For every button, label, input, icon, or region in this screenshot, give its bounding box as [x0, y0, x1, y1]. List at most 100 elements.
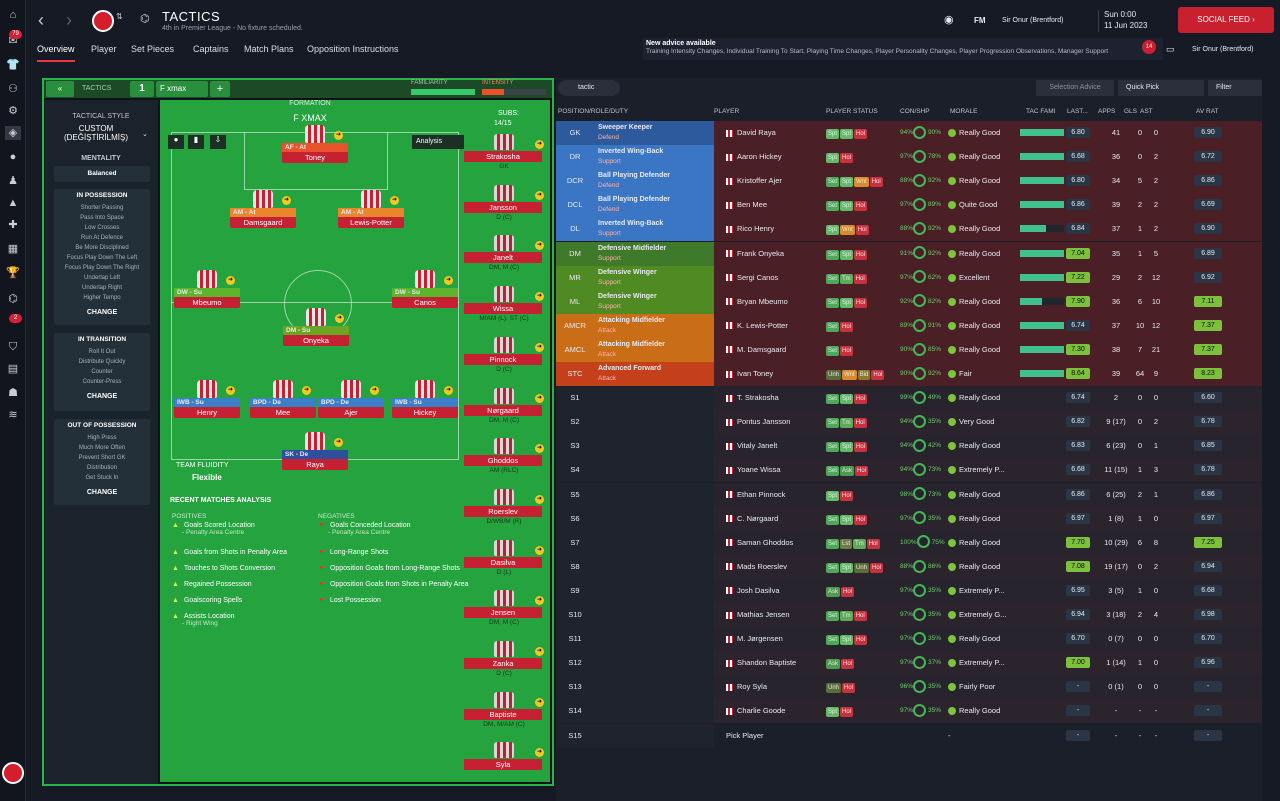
- sub-player[interactable]: Jansson D (C): [464, 184, 544, 229]
- status-badge[interactable]: Set: [826, 201, 840, 212]
- status-badge[interactable]: Tm: [853, 538, 866, 549]
- status-badge[interactable]: Lst: [840, 538, 853, 549]
- header-av-rat[interactable]: AV RAT: [1196, 108, 1219, 115]
- player-cell[interactable]: Charlie Goode: [716, 699, 820, 723]
- status-badge[interactable]: Spt: [826, 707, 840, 718]
- sub-player[interactable]: Syla: [464, 742, 544, 786]
- status-badge[interactable]: Hol: [871, 370, 885, 380]
- status-badge[interactable]: Spt: [840, 297, 854, 308]
- club-vision-icon[interactable]: ⛉: [8, 341, 18, 353]
- status-badge[interactable]: Spt: [840, 442, 854, 453]
- header-position[interactable]: POSITION/ROLE/DUTY: [558, 108, 629, 115]
- status-badge[interactable]: Spt: [840, 562, 854, 573]
- pitch-player[interactable]: AF - At Toney: [282, 125, 348, 163]
- recent-matches-analysis-link[interactable]: RECENT MATCHES ANALYSIS: [170, 497, 272, 504]
- status-badge[interactable]: Hol: [842, 683, 856, 694]
- people-icon[interactable]: ⚇: [8, 83, 18, 95]
- tab-match-plans[interactable]: Match Plans: [244, 44, 294, 54]
- player-role[interactable]: AM - At: [230, 208, 296, 217]
- status-badge[interactable]: Set: [826, 562, 840, 573]
- status-badge[interactable]: Spt: [840, 249, 854, 260]
- header-player[interactable]: PLAYER: [714, 108, 740, 115]
- player-cell[interactable]: Mathias Jensen: [716, 603, 820, 627]
- status-badge[interactable]: Hol: [841, 586, 855, 597]
- role-duty-dropdown[interactable]: Attacking Midfielder Attack: [594, 313, 714, 338]
- role-duty-dropdown[interactable]: Defensive Winger Support: [594, 289, 714, 314]
- status-badge[interactable]: Set: [826, 466, 840, 477]
- table-row[interactable]: ML Defensive Winger Support Bryan Mbeumo Set…: [556, 289, 1262, 314]
- instructions-arrow-icon[interactable]: ➜: [390, 196, 399, 205]
- sub-player[interactable]: Baptiste DM, M/AM (C): [464, 691, 544, 736]
- table-row[interactable]: S15 Pick Player - - - - - -: [556, 723, 1262, 748]
- training-icon[interactable]: ▲: [7, 197, 19, 209]
- role-duty-dropdown[interactable]: Ball Playing Defender Defend: [594, 169, 714, 194]
- role-duty-dropdown[interactable]: Inverted Wing-Back Support: [594, 145, 714, 170]
- status-badge[interactable]: Hol: [840, 345, 854, 356]
- instructions-arrow-icon[interactable]: ➜: [226, 386, 235, 395]
- status-badge[interactable]: Tm: [840, 611, 853, 621]
- instructions-arrow-icon[interactable]: ➜: [444, 386, 453, 395]
- pitch-player[interactable]: SK - De Raya: [282, 432, 348, 470]
- table-row[interactable]: S8 Mads Roerslev Set Spt Unh Hol 88% 86% Really …: [556, 554, 1262, 579]
- swap-arrow-icon[interactable]: ➜: [535, 596, 544, 606]
- stats-icon[interactable]: ▮: [188, 135, 204, 149]
- status-badge[interactable]: Spt: [826, 153, 840, 164]
- table-row[interactable]: AMCR Attacking Midfielder Attack K. Lewis-P…: [556, 313, 1262, 338]
- player-cell[interactable]: Ivan Toney: [716, 362, 820, 386]
- swap-arrow-icon[interactable]: ➜: [535, 241, 544, 251]
- sub-player[interactable]: Jensen DM, M (C): [464, 590, 544, 634]
- table-row[interactable]: DCR Ball Playing Defender Defend Kristoffer…: [556, 169, 1262, 194]
- sub-player[interactable]: Roerslev D/WB/M (R): [464, 488, 544, 533]
- status-badge[interactable]: Hol: [854, 394, 868, 405]
- table-row[interactable]: S5 Ethan Pinnock Spt Hol 98% 73% Really Good 6.…: [556, 482, 1262, 507]
- status-badge[interactable]: Spt: [840, 201, 854, 212]
- table-row[interactable]: STC Advanced Forward Attack Ivan Toney Unh Wn…: [556, 362, 1262, 386]
- status-badge[interactable]: Ask: [826, 586, 841, 597]
- manager-name-right[interactable]: Sir Onur (Brentford): [1192, 46, 1254, 53]
- player-cell[interactable]: Mads Roerslev: [716, 555, 820, 579]
- player-cell[interactable]: Shandon Baptiste: [716, 651, 820, 675]
- dev-centre-icon[interactable]: ☗: [8, 387, 18, 399]
- swap-arrow-icon[interactable]: ➜: [535, 342, 544, 352]
- swap-arrow-icon[interactable]: ➜: [535, 292, 544, 302]
- change-in-transition-button[interactable]: CHANGE: [86, 393, 118, 400]
- table-row[interactable]: S4 Yoane Wissa Set Ask Hol 94% 73% Extremely P.…: [556, 458, 1262, 483]
- pitch-player[interactable]: DW - Su Mbeumo: [174, 270, 240, 308]
- sub-player[interactable]: Wissa M/AM (L), ST (C): [464, 286, 544, 330]
- status-badge[interactable]: Ask: [840, 466, 855, 477]
- dynamics-icon[interactable]: ⚙: [8, 105, 18, 117]
- status-badge[interactable]: Hol: [840, 321, 854, 332]
- status-badge[interactable]: Spt: [840, 514, 854, 525]
- header-gls[interactable]: GLS: [1124, 108, 1138, 115]
- quick-pick-button[interactable]: Quick Pick: [1118, 80, 1204, 96]
- player-role[interactable]: AF - At: [282, 143, 348, 152]
- swap-arrow-icon[interactable]: ➜: [535, 140, 544, 149]
- player-cell[interactable]: Vitaly Janelt: [716, 434, 820, 458]
- table-row[interactable]: S2 Pontus Jansson Set Tm Hol 94% 35% Very Good 6…: [556, 410, 1262, 435]
- player-cell[interactable]: Ben Mee: [716, 193, 820, 217]
- table-row[interactable]: S13 Roy Syla Unh Hol 96% 35% Fairly Poor - 0 (1)…: [556, 675, 1262, 700]
- sub-player[interactable]: Ghoddos AM (RLC): [464, 438, 544, 482]
- table-row[interactable]: S9 Josh Dasilva Ask Hol 97% 35% Extremely P...…: [556, 578, 1262, 603]
- status-badge[interactable]: Hol: [854, 201, 868, 212]
- tactics-icon[interactable]: ◈: [5, 126, 21, 140]
- status-badge[interactable]: Hol: [855, 225, 869, 236]
- formation-name[interactable]: F XMAX: [293, 113, 327, 123]
- table-row[interactable]: DCL Ball Playing Defender Defend Ben Mee Set…: [556, 193, 1262, 218]
- squad-icon[interactable]: 👕: [6, 59, 20, 71]
- status-badge[interactable]: Set: [826, 249, 840, 260]
- header-morale[interactable]: MORALE: [950, 108, 978, 115]
- reports-icon[interactable]: ≋: [8, 409, 18, 421]
- swap-arrow-icon[interactable]: ➜: [535, 190, 544, 200]
- instructions-arrow-icon[interactable]: ➜: [370, 386, 379, 395]
- status-badge[interactable]: Unh: [826, 370, 842, 380]
- player-cell[interactable]: Ethan Pinnock: [716, 483, 820, 507]
- collapse-button[interactable]: «: [46, 81, 74, 97]
- role-duty-dropdown[interactable]: Advanced Forward Attack: [594, 362, 714, 386]
- home-icon[interactable]: ⌂: [9, 9, 17, 21]
- status-badge[interactable]: Ask: [826, 659, 841, 670]
- status-badge[interactable]: Spt: [826, 129, 840, 139]
- competitions-icon[interactable]: 🏆: [6, 267, 20, 279]
- sub-player[interactable]: Nørgaard DM, M (C): [464, 387, 544, 432]
- instructions-arrow-icon[interactable]: ➜: [444, 276, 453, 285]
